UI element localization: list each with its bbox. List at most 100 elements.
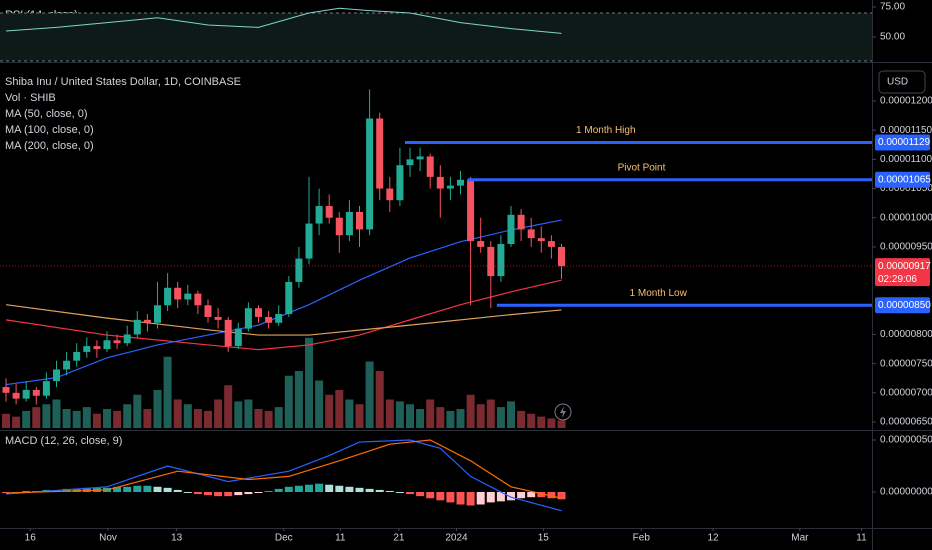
- candle-body: [305, 223, 313, 259]
- volume-bar: [325, 394, 334, 428]
- y-tick-label: 0.00000800: [880, 329, 932, 340]
- volume-bar: [557, 420, 566, 428]
- histogram-bar: [426, 492, 435, 499]
- histogram-bar: [143, 485, 152, 492]
- candle-body: [42, 381, 50, 396]
- level-name: Pivot Point: [618, 162, 666, 173]
- histogram-bar: [315, 483, 324, 492]
- indicator-line: [5, 7, 562, 34]
- volume-bar: [315, 380, 324, 428]
- level-tag: [875, 171, 930, 188]
- y-tick-label: 0.00000700: [880, 387, 932, 398]
- histogram-bar: [325, 484, 334, 492]
- level-tag-label: 0.00001065: [878, 174, 931, 185]
- x-tick-label: 11: [856, 533, 867, 544]
- volume-bar: [395, 401, 404, 428]
- volume-bar: [416, 409, 425, 428]
- histogram-bar: [163, 487, 172, 492]
- volume-bar: [62, 409, 71, 428]
- legend-item: MA (50, close, 0): [5, 108, 88, 120]
- candle-body: [194, 293, 202, 306]
- rsi-band: [0, 13, 872, 61]
- currency[interactable]: USD: [887, 77, 908, 88]
- candle-body: [184, 293, 192, 300]
- histogram-bar: [82, 487, 91, 492]
- candle-body: [467, 179, 475, 242]
- volume-bar: [436, 407, 445, 428]
- candle-body: [558, 246, 565, 267]
- histogram-bar: [183, 492, 192, 493]
- macd-title: MACD (12, 26, close, 9): [5, 435, 122, 447]
- volume-bar: [244, 399, 253, 428]
- indicator-line: [5, 279, 562, 351]
- volume-bar: [547, 418, 556, 428]
- level-name: 1 Month High: [576, 125, 635, 136]
- candle-body: [457, 179, 464, 186]
- candle-body: [315, 206, 323, 224]
- histogram-bar: [547, 492, 556, 499]
- candle-body: [406, 159, 414, 166]
- y-tick-label: 0.00001000: [880, 212, 932, 223]
- currency-button[interactable]: [878, 70, 926, 94]
- candle-body: [133, 319, 141, 335]
- icon-circle[interactable]: [554, 403, 572, 421]
- volume-bar: [42, 404, 51, 428]
- histogram-bar: [355, 487, 364, 492]
- candle-body: [83, 346, 91, 352]
- candle-body: [214, 316, 222, 320]
- x-tick-label: 16: [25, 533, 37, 544]
- candle-body: [547, 241, 555, 247]
- histogram-bar: [557, 492, 566, 500]
- candle-body: [497, 243, 505, 277]
- volume-bar: [143, 409, 152, 428]
- x-tick-label: Nov: [99, 533, 117, 544]
- candle-body: [446, 185, 454, 189]
- y-tick-label: 0.00000050: [880, 435, 932, 446]
- candle-body: [174, 287, 182, 300]
- candle-body: [154, 305, 161, 323]
- candle-body: [416, 156, 424, 160]
- legend-item: MA (100, close, 0): [5, 124, 94, 136]
- y-tick-label: 75.00: [880, 2, 905, 13]
- volume-bar: [365, 361, 374, 428]
- volume-bar: [183, 404, 192, 428]
- histogram-bar: [476, 492, 485, 505]
- candle-body: [12, 392, 20, 399]
- histogram-bar: [466, 492, 475, 506]
- replay-icon[interactable]: [554, 403, 572, 421]
- chart-title: Shiba Inu / United States Dollar, 1D, CO…: [5, 76, 241, 88]
- histogram-bar: [406, 492, 414, 495]
- candle-body: [103, 340, 111, 350]
- candle-body: [285, 281, 293, 315]
- icon-bolt[interactable]: [560, 406, 566, 418]
- candle-body: [22, 389, 30, 399]
- legend-item: MA (200, close, 0): [5, 140, 94, 152]
- candle-body: [73, 351, 81, 361]
- y-tick-label: 50.00: [880, 32, 905, 43]
- volume-bar: [204, 410, 212, 428]
- candle-body: [53, 369, 60, 382]
- volume-bar: [456, 409, 465, 428]
- volume-bar: [234, 401, 243, 428]
- level-tag-label: 0.00001129: [878, 137, 931, 148]
- volume-bar: [2, 413, 10, 428]
- volume-bar: [355, 404, 364, 428]
- histogram-bar: [456, 492, 465, 505]
- histogram-bar: [133, 485, 142, 492]
- candle-body: [517, 214, 525, 230]
- y-tick-label: 0.00000650: [880, 417, 932, 428]
- histogram-bar: [365, 488, 374, 492]
- volume-bar: [113, 410, 122, 428]
- volume-bar: [496, 407, 505, 428]
- volume-bar: [123, 404, 132, 428]
- x-tick-label: 11: [335, 533, 346, 544]
- candle-body: [426, 156, 434, 177]
- histogram-bar: [22, 490, 31, 492]
- y-tick-label: 0.00000950: [880, 242, 932, 253]
- volume-bar: [476, 404, 485, 428]
- histogram-bar: [395, 492, 404, 493]
- candle-body: [275, 314, 283, 323]
- volume-bar: [294, 371, 303, 428]
- candle-body: [224, 319, 232, 347]
